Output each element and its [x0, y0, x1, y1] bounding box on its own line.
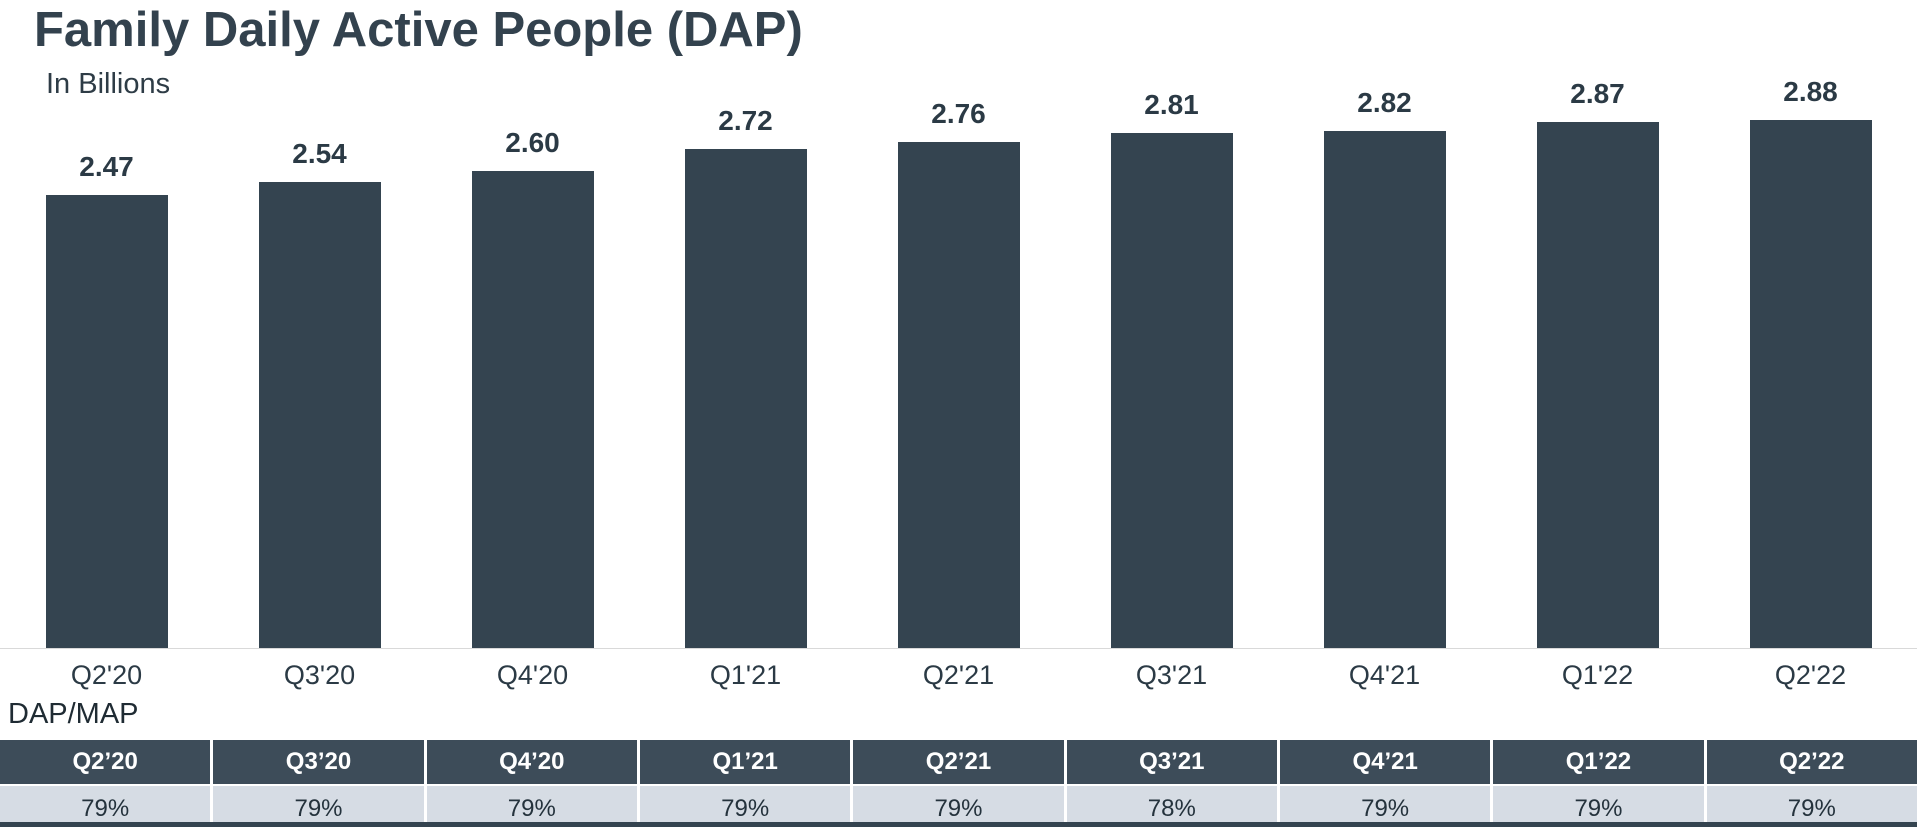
bar [1110, 133, 1233, 648]
table-header-cell: Q3’21 [1066, 740, 1277, 784]
table-value-cell: 79% [213, 786, 424, 827]
bar-value-label: 2.81 [1144, 89, 1199, 120]
bar-column: 2.88 [1704, 76, 1917, 648]
table-value-cell: 79% [0, 786, 211, 827]
bar-column: 2.82 [1278, 87, 1491, 648]
table-header-cell: Q2’21 [853, 740, 1064, 784]
bar-value-label: 2.72 [718, 105, 773, 136]
bar-value-label: 2.87 [1570, 78, 1625, 109]
table-header-cell: Q1’21 [639, 740, 851, 784]
table-header-cell: Q2’20 [0, 740, 211, 784]
table-header-cell: Q1’22 [1493, 740, 1704, 784]
table-value-row: 79% 79% 79% 79% 79% 78% 79% 79% 79% [0, 786, 1917, 827]
x-axis-labels: Q2'20 Q3'20 Q4'20 Q1'21 Q2'21 Q3'21 Q4'21 Q1'22… [0, 660, 1917, 691]
x-axis-tick-label: Q2'20 [70, 660, 143, 690]
table-header-row: Q2’20 Q3’20 Q4’20 Q1’21 Q2’21 Q3’21 Q4’21 Q1’22… [0, 740, 1917, 784]
bar [1323, 131, 1446, 648]
bar-value-label: 2.76 [931, 98, 986, 129]
bottom-edge-strip [0, 822, 1917, 827]
bar-value-label: 2.88 [1783, 76, 1838, 107]
bar-column: 2.54 [213, 138, 426, 648]
bar-value-label: 2.54 [292, 138, 347, 169]
bar [684, 149, 807, 648]
table-value-cell: 79% [1706, 786, 1917, 827]
bar [471, 171, 594, 648]
bar-column: 2.87 [1491, 78, 1704, 648]
table-header-cell: Q3’20 [213, 740, 424, 784]
table-header-cell: Q2’22 [1706, 740, 1917, 784]
table-value-cell: 79% [853, 786, 1064, 827]
bar-value-label: 2.82 [1357, 87, 1412, 118]
bar-column: 2.72 [639, 105, 852, 648]
chart-title: Family Daily Active People (DAP) [34, 3, 803, 57]
bar-column: 2.76 [852, 98, 1065, 648]
table-header-cell: Q4’21 [1279, 740, 1491, 784]
bar-value-label: 2.47 [79, 151, 134, 182]
dap-map-label: DAP/MAP [8, 698, 139, 730]
table-value-cell: 79% [1493, 786, 1704, 827]
bar-value-label: 2.60 [505, 127, 560, 158]
table-value-cell: 79% [1279, 786, 1491, 827]
bar [45, 195, 168, 648]
x-axis-tick-label: Q1'21 [709, 660, 782, 690]
table-value-cell: 78% [1066, 786, 1277, 827]
chart-subtitle: In Billions [46, 68, 171, 100]
x-axis-tick-label: Q4'20 [496, 660, 569, 690]
x-axis-tick-label: Q4'21 [1348, 660, 1421, 690]
x-axis-tick-label: Q1'22 [1561, 660, 1634, 690]
bar [258, 182, 381, 648]
dap-map-table: Q2’20 Q3’20 Q4’20 Q1’21 Q2’21 Q3’21 Q4’21 Q1’22… [0, 740, 1917, 827]
bar [897, 142, 1020, 648]
table-value-cell: 79% [426, 786, 637, 827]
x-axis-tick-label: Q2'21 [922, 660, 995, 690]
bar [1749, 120, 1872, 648]
x-axis-tick-label: Q2'22 [1774, 660, 1847, 690]
bar-column: 2.81 [1065, 89, 1278, 648]
bar [1536, 122, 1659, 648]
bar-column: 2.60 [426, 127, 639, 648]
bar-chart-plot-area: 2.47 2.54 2.60 2.72 2.76 2.81 2.82 2.87 2.88 [0, 76, 1917, 649]
x-axis-tick-label: Q3'21 [1135, 660, 1208, 690]
x-axis-tick-label: Q3'20 [283, 660, 356, 690]
table-header-cell: Q4’20 [426, 740, 637, 784]
bar-column: 2.47 [0, 151, 213, 648]
table-value-cell: 79% [639, 786, 851, 827]
